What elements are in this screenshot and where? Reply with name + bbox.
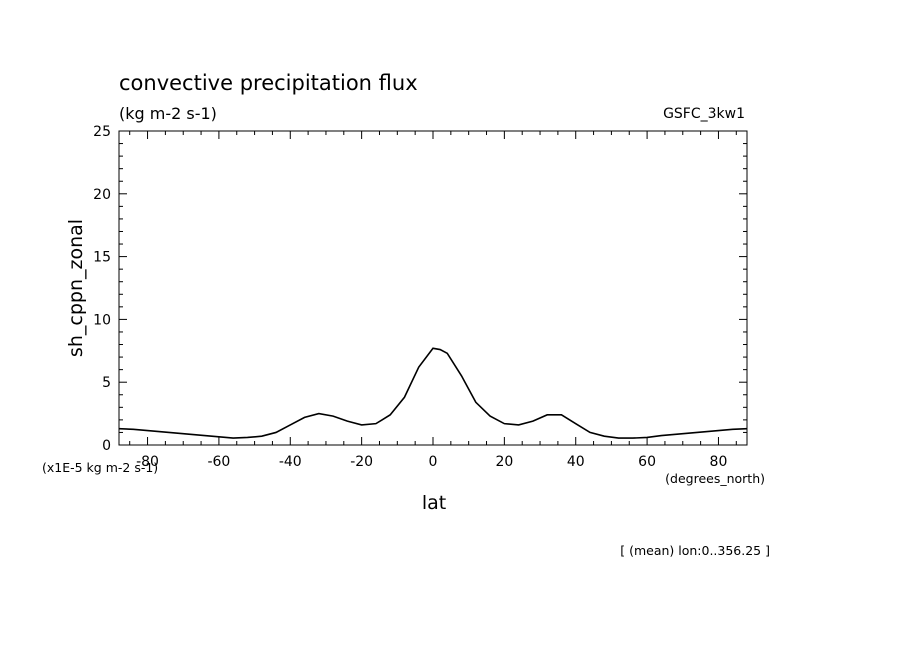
source-label: GSFC_3kw1: [663, 106, 745, 122]
x-tick-label: -80: [136, 454, 159, 470]
plot-frame: [118, 130, 748, 446]
y-tick-label: 5: [102, 375, 111, 391]
x-tick-label: -60: [207, 454, 230, 470]
x-axis-label: lat: [422, 492, 446, 514]
x-tick-label: -40: [279, 454, 302, 470]
x-tick-label: 20: [495, 454, 513, 470]
y-tick-label: 20: [93, 187, 111, 203]
data-series-line: [118, 347, 748, 439]
y-tick-label: 10: [93, 312, 111, 328]
y-unit-note: (x1E-5 kg m-2 s-1): [42, 460, 158, 475]
x-tick-labels: -80 -60 -40 -20 0 20 40 60 80: [136, 454, 727, 470]
chart-subtitle: (kg m-2 s-1): [119, 104, 217, 123]
x-tick-label: 60: [638, 454, 656, 470]
x-tick-label: 0: [429, 454, 438, 470]
footnote: [ (mean) lon:0..356.25 ]: [620, 543, 770, 558]
y-axis-ticks: [119, 130, 747, 446]
chart-title: convective precipitation flux: [119, 71, 418, 95]
y-tick-label: 15: [93, 250, 111, 266]
y-tick-labels: 0 5 10 15 20 25: [93, 124, 111, 454]
x-tick-label: 40: [567, 454, 585, 470]
y-tick-label: 0: [102, 438, 111, 454]
y-axis-label: sh_cppn_zonal: [65, 219, 87, 357]
x-unit-note: (degrees_north): [665, 471, 765, 486]
x-tick-label: 80: [710, 454, 728, 470]
x-axis-ticks: [129, 131, 737, 445]
y-tick-label: 25: [93, 124, 111, 140]
x-tick-label: -20: [350, 454, 373, 470]
